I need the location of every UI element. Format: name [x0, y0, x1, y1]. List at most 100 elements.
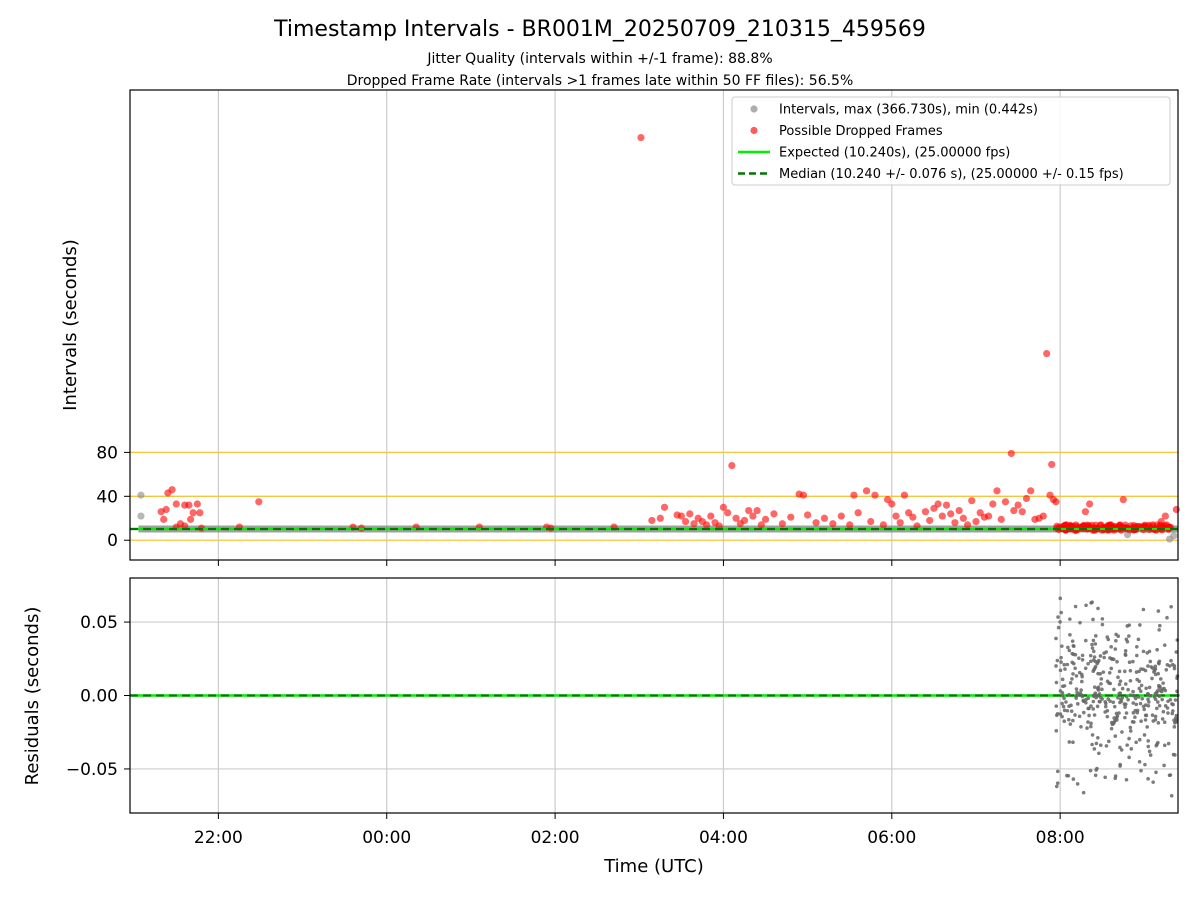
residual-point [1067, 704, 1071, 708]
residual-point [1114, 638, 1118, 643]
residual-point [1103, 710, 1107, 714]
legend-box [731, 96, 1171, 186]
residual-point [1162, 720, 1167, 724]
residual-point [1160, 697, 1164, 702]
residual-point [1110, 722, 1115, 727]
legend-label: Expected (10.240s), (25.00000 fps) [779, 146, 1010, 161]
residual-point [1135, 710, 1140, 715]
dropped-frame-point [1149, 521, 1157, 529]
dropped-frame-point [854, 509, 862, 517]
dropped-frame-point [913, 522, 921, 530]
residual-point [1090, 742, 1094, 747]
residual-point [1063, 667, 1067, 671]
residual-point [1153, 717, 1158, 722]
residual-point [1079, 724, 1083, 729]
dropped-frame-point [1161, 512, 1169, 520]
residual-point [1174, 650, 1179, 654]
residual-point [1169, 605, 1173, 609]
chart-subtitle-line-2: Dropped Frame Rate (intervals >1 frames … [347, 73, 854, 89]
residual-point [1059, 655, 1063, 660]
residual-point [1060, 693, 1065, 698]
residual-point [1137, 759, 1142, 764]
dropped-frame-point [942, 501, 951, 509]
residual-point [1132, 720, 1136, 724]
residual-point [1134, 740, 1138, 745]
residual-point [1098, 654, 1103, 658]
dropped-frame-point [1048, 460, 1056, 469]
dropped-frame-point [1022, 494, 1031, 503]
residual-point [1089, 724, 1093, 729]
residual-point [1055, 658, 1060, 663]
interval-point [1170, 532, 1178, 540]
dropped-frame-point [804, 511, 812, 519]
residual-point [1112, 687, 1116, 692]
dropped-frame-point [993, 487, 1001, 495]
dropped-frame-point [728, 461, 736, 470]
residual-point [1154, 770, 1158, 775]
residual-point [1116, 634, 1121, 638]
dropped-frame-point [938, 512, 946, 520]
residual-point [1158, 684, 1162, 689]
residual-point [1096, 606, 1100, 611]
dropped-frame-point [1141, 521, 1149, 529]
residual-point [1131, 689, 1135, 694]
dropped-frame-point [837, 512, 845, 520]
dropped-frame-point [656, 514, 664, 522]
residual-point [1094, 695, 1098, 700]
residual-point [1103, 700, 1108, 704]
residual-point [1091, 617, 1095, 622]
residual-point [1146, 697, 1150, 701]
residual-point [1065, 708, 1070, 713]
residual-point [1107, 671, 1112, 675]
residual-point [1136, 637, 1141, 642]
residual-point [1162, 643, 1167, 647]
residual-point [1123, 715, 1127, 720]
residual-point [1080, 657, 1085, 662]
residual-point [1155, 689, 1160, 693]
dropped-frame-point [985, 512, 993, 520]
dropped-frame-point [648, 516, 656, 525]
residual-point [1080, 679, 1084, 684]
dropped-frame-point [888, 500, 896, 508]
residual-point [1086, 696, 1091, 701]
residual-point [1146, 703, 1151, 708]
intervals-y-tick-label: 80 [96, 443, 118, 463]
residual-point [1054, 704, 1059, 708]
residual-point [1117, 669, 1122, 674]
residual-point [1077, 670, 1082, 675]
residual-point [1080, 694, 1085, 699]
dropped-frame-point [934, 500, 942, 508]
residual-point [1157, 704, 1162, 708]
dropped-frame-point [719, 503, 728, 511]
dropped-frame-point [160, 515, 168, 523]
residual-point [1090, 642, 1094, 647]
dropped-frame-point [677, 512, 685, 520]
legend-label: Possible Dropped Frames [779, 124, 943, 139]
residual-point [1078, 620, 1082, 625]
residual-point [1092, 685, 1097, 689]
residual-point [1113, 774, 1118, 778]
dropped-frame-point [951, 519, 959, 527]
dropped-frame-point [947, 510, 955, 518]
dropped-frame-point [1043, 349, 1051, 358]
residual-point [1146, 777, 1150, 781]
dropped-frame-point [757, 521, 765, 529]
residual-point [1144, 686, 1148, 691]
chart-title: Timestamp Intervals - BR001M_20250709_21… [273, 17, 926, 42]
dropped-frame-point [968, 497, 976, 505]
dropped-frame-point [879, 521, 887, 529]
residual-point [1128, 725, 1133, 730]
dropped-frame-point [740, 516, 749, 525]
residual-point [1135, 644, 1139, 649]
residual-point [1062, 696, 1066, 701]
dropped-frame-point [1157, 517, 1165, 526]
residual-point [1146, 744, 1151, 749]
residual-point [1156, 721, 1161, 725]
residual-point [1150, 676, 1154, 681]
dropped-frame-point [959, 514, 967, 522]
residual-point [1060, 644, 1064, 648]
residual-point [1123, 705, 1127, 709]
residual-point [1091, 638, 1096, 643]
residual-point [1088, 653, 1093, 658]
residual-point [1119, 697, 1123, 702]
